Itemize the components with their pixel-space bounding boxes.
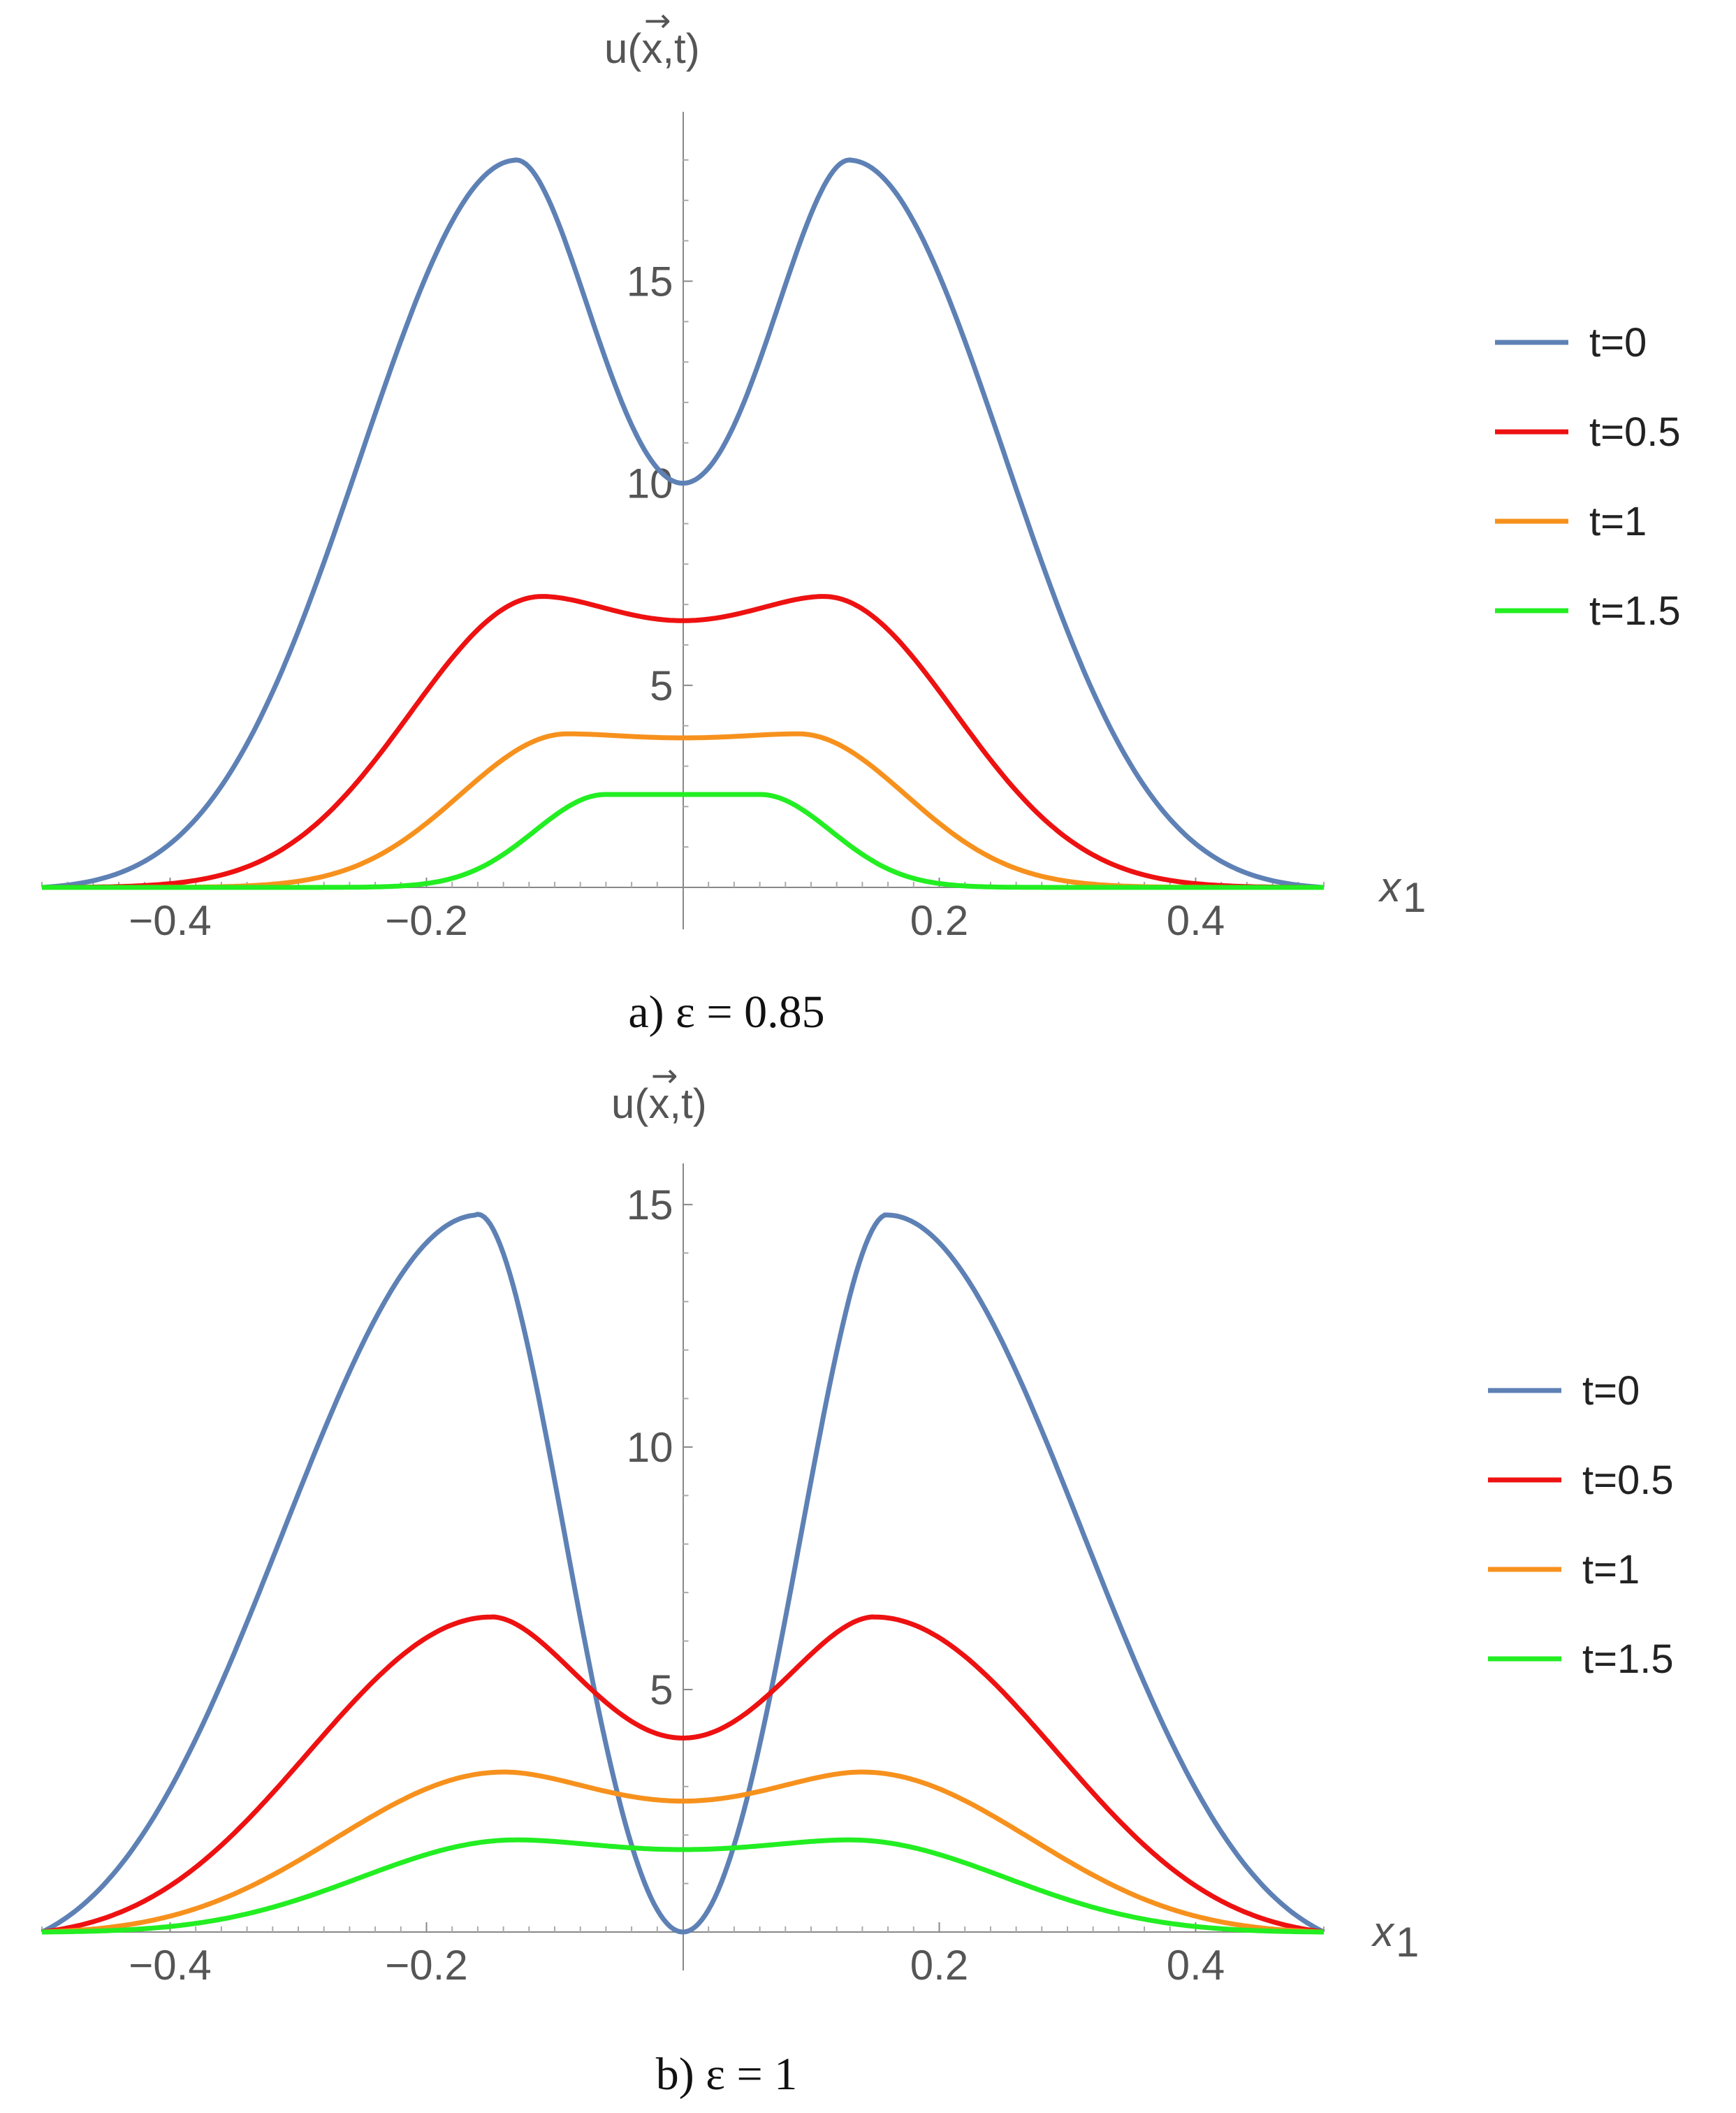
series-line-t=0.5 [42,594,1324,890]
tick-labels: −0.4 −0.2 0.2 0.4 5 10 15 [129,1182,1225,1989]
x-tick-label: 0.4 [1167,1942,1225,1989]
curves [41,157,1325,890]
y-tick-label: 10 [627,1424,673,1471]
y-tick-label: 5 [650,1667,673,1713]
x-tick-label: −0.2 [385,897,467,944]
chart-panel-a: −0.4 −0.2 0.2 0.4 5 10 15 u(x,t) → x 1 t=0 t=0.… [41,1,1681,1038]
legend-label: t=1 [1589,499,1647,544]
curves [41,1212,1325,1935]
svg-text:x: x [1378,864,1402,910]
y-axis-title: u(x,t) [611,1080,707,1127]
legend-label: t=0.5 [1582,1458,1674,1503]
x-tick-label: −0.2 [385,1942,467,1989]
series-line-t=0.5 [41,1614,1325,1935]
chart-panel-b: −0.4 −0.2 0.2 0.4 5 10 15 u(x,t) → x 1 t=0 t=0.… [41,1056,1674,2100]
svg-text:x: x [1371,1908,1395,1955]
tick-labels: −0.4 −0.2 0.2 0.4 5 10 15 [129,258,1225,944]
series-line-t=1 [41,1769,1325,1935]
series-line-t=1.5 [42,1837,1324,1935]
legend: t=0 t=0.5 t=1 t=1.5 [1495,320,1681,634]
caption: b) ε = 1 [656,2049,797,2100]
svg-text:1: 1 [1403,874,1426,921]
svg-text:1: 1 [1396,1919,1419,1966]
series-line-t=1.5 [42,792,1324,890]
y-tick-label: 15 [627,1182,673,1228]
legend-label: t=1.5 [1589,588,1681,634]
x-tick-label: 0.2 [910,1942,968,1989]
vector-arrow-icon: → [651,1056,678,1094]
legend-label: t=1 [1582,1547,1640,1592]
y-tick-label: 10 [627,460,673,507]
y-axis-title: u(x,t) [604,25,700,72]
x-axis-title: x 1 [1378,864,1426,921]
y-tick-label: 15 [627,258,673,305]
legend-label: t=0 [1582,1368,1640,1414]
series-line-t=0 [41,1212,1325,1935]
legend: t=0 t=0.5 t=1 t=1.5 [1488,1368,1674,1682]
x-axis-title: x 1 [1371,1908,1419,1966]
y-tick-label: 5 [650,662,673,709]
vector-arrow-icon: → [644,1,671,39]
legend-label: t=1.5 [1582,1636,1674,1682]
series-line-t=0 [41,157,1325,890]
caption: a) ε = 0.85 [628,987,824,1038]
x-tick-label: 0.4 [1167,897,1225,944]
legend-label: t=0.5 [1589,409,1681,455]
x-tick-label: 0.2 [910,897,968,944]
legend-label: t=0 [1589,320,1647,365]
x-tick-label: −0.4 [129,1942,211,1989]
x-tick-label: −0.4 [129,897,211,944]
